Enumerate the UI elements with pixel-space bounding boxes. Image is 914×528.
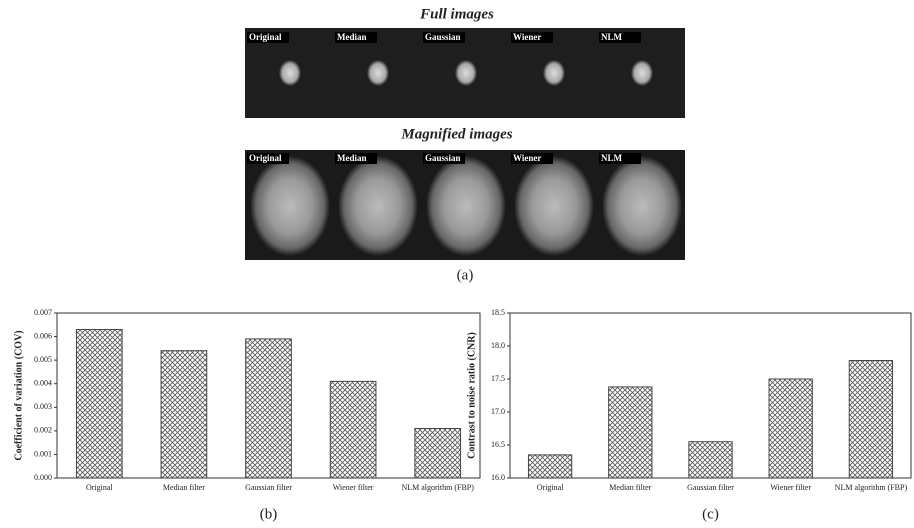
image-label: Wiener — [513, 32, 541, 42]
brain-large — [426, 156, 506, 256]
y-tick-label: 0.007 — [34, 308, 52, 317]
label-bg — [423, 32, 465, 43]
y-tick-label: 0.002 — [34, 426, 52, 435]
y-tick-label: 17.0 — [491, 407, 505, 416]
label-bg — [599, 153, 641, 164]
y-tick-label: 18.5 — [491, 308, 505, 317]
y-tick-label: 0.005 — [34, 355, 52, 364]
y-axis-label: Coefficient of variation (COV) — [13, 330, 24, 460]
image-label: Gaussian — [425, 153, 461, 163]
bar — [688, 441, 733, 479]
bar — [608, 386, 653, 479]
bar — [768, 378, 813, 479]
label-bg — [423, 153, 465, 164]
label-bg — [599, 32, 641, 43]
label-bg — [335, 32, 377, 43]
full-images-title: Full images — [419, 6, 494, 22]
y-axis-label: Contrast to noise ratio (CNR) — [466, 332, 477, 459]
bar — [527, 454, 573, 479]
x-tick-label: Gaussian filter — [245, 483, 292, 492]
label-bg — [247, 153, 289, 164]
brain-large — [602, 156, 682, 256]
image-label: NLM — [601, 32, 623, 42]
y-tick-label: 16.5 — [491, 440, 505, 449]
x-tick-label: Wiener filter — [770, 483, 811, 492]
y-tick-label: 0.001 — [34, 449, 52, 458]
y-tick-label: 17.5 — [491, 374, 505, 383]
y-tick-label: 16.0 — [491, 473, 505, 482]
panel-label: (c) — [702, 506, 719, 522]
x-tick-label: Median filter — [163, 483, 205, 492]
label-bg — [247, 32, 289, 43]
image-label: Original — [249, 153, 282, 163]
x-tick-label: Original — [86, 483, 113, 492]
label-bg — [511, 32, 553, 43]
x-tick-label: Wiener filter — [333, 483, 374, 492]
image-label: Median — [337, 153, 367, 163]
brain-small — [543, 60, 565, 86]
label-bg — [335, 153, 377, 164]
x-tick-label: Gaussian filter — [687, 483, 734, 492]
brain-small — [455, 60, 477, 86]
x-tick-label: NLM algorithm (FBP) — [401, 483, 474, 492]
panel-label: (b) — [260, 506, 278, 522]
y-tick-label: 0.004 — [34, 379, 52, 388]
brain-small — [631, 60, 653, 86]
brain-small — [367, 60, 389, 86]
image-label: Gaussian — [425, 32, 461, 42]
y-tick-label: 0.006 — [34, 331, 52, 340]
plot-frame — [509, 312, 912, 479]
image-label: Median — [337, 32, 367, 42]
panel-label: (a) — [457, 267, 474, 283]
y-tick-label: 0.003 — [34, 402, 52, 411]
bar — [848, 360, 894, 479]
y-tick-label: 18.0 — [491, 341, 505, 350]
bar — [414, 428, 462, 479]
image-label: Wiener — [513, 153, 541, 163]
image-label: Original — [249, 32, 282, 42]
brain-large — [338, 156, 418, 256]
brain-small — [279, 60, 301, 86]
brain-large — [250, 156, 330, 256]
bar — [329, 380, 377, 479]
bar — [160, 350, 208, 479]
bar — [245, 338, 292, 479]
label-bg — [511, 153, 553, 164]
brain-large — [514, 156, 594, 256]
bar — [75, 329, 123, 479]
x-tick-label: Median filter — [609, 483, 651, 492]
magnified-images-title: Magnified images — [400, 126, 512, 142]
y-tick-label: 0.000 — [34, 473, 52, 482]
plot-frame — [56, 312, 481, 479]
image-label: NLM — [601, 153, 623, 163]
x-tick-label: NLM algorithm (FBP) — [835, 483, 908, 492]
x-tick-label: Original — [537, 483, 564, 492]
